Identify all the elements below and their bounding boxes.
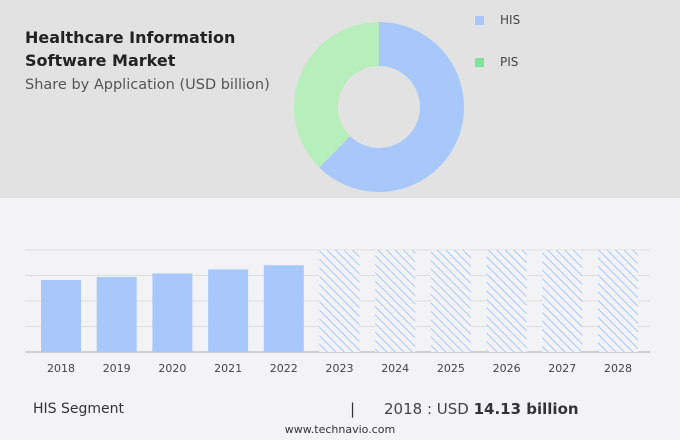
bar-2018 <box>41 279 81 352</box>
legend-swatch-pis <box>475 58 484 67</box>
x-tick-label: 2020 <box>158 362 186 375</box>
site-url: www.technavio.com <box>284 423 396 436</box>
legend-label-his: HIS <box>500 13 521 27</box>
bar-2019 <box>96 277 137 352</box>
legend-label-pis: PIS <box>500 55 519 69</box>
donut-slice-his <box>319 22 465 192</box>
forecast-bar-2028 <box>598 250 638 352</box>
x-tick-label: 2028 <box>604 362 632 375</box>
x-tick-label: 2021 <box>214 362 242 375</box>
value-bold: 14.13 billion <box>473 400 579 418</box>
x-tick-label: 2022 <box>270 362 298 375</box>
separator: | <box>350 400 356 418</box>
forecast-bar-2026 <box>486 250 527 352</box>
bar-2020 <box>152 273 193 352</box>
x-tick-label: 2018 <box>47 362 75 375</box>
value-prefix: 2018 : USD <box>384 400 474 418</box>
legend-item-pis: PIS <box>475 55 518 69</box>
forecast-bar-2025 <box>430 250 471 352</box>
segment-value: 2018 : USD 14.13 billion <box>384 400 579 418</box>
donut-slice-pis <box>294 22 379 168</box>
x-tick-label: 2026 <box>493 362 521 375</box>
x-tick-label: 2024 <box>381 362 409 375</box>
chart-title: Healthcare Information Software Market <box>25 28 236 70</box>
x-tick-label: 2027 <box>548 362 576 375</box>
x-tick-label: 2025 <box>437 362 465 375</box>
chart-subtitle: Share by Application (USD billion) <box>25 77 270 93</box>
forecast-bar-2023 <box>319 250 360 352</box>
x-tick-label: 2023 <box>326 362 354 375</box>
legend-item-his: HIS <box>475 13 520 27</box>
bar-2022 <box>263 265 304 352</box>
forecast-bar-2024 <box>375 250 416 352</box>
bar-2021 <box>208 269 249 352</box>
x-tick-label: 2019 <box>103 362 131 375</box>
segment-label: HIS Segment <box>33 401 124 417</box>
legend-swatch-his <box>475 16 484 25</box>
forecast-bar-2027 <box>542 250 583 352</box>
